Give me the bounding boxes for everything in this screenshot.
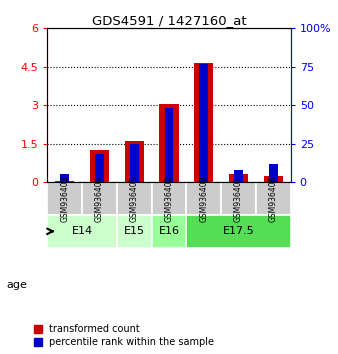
Text: GSM936401: GSM936401	[234, 175, 243, 222]
Bar	[186, 182, 221, 215]
Text: GSM936400: GSM936400	[199, 175, 208, 222]
Bar	[160, 104, 178, 182]
Bar	[152, 182, 186, 215]
Bar	[47, 215, 117, 248]
Bar	[55, 181, 74, 182]
Bar	[125, 141, 144, 182]
Text: age: age	[7, 280, 28, 290]
Bar	[229, 174, 248, 182]
Text: E14: E14	[72, 226, 93, 236]
Bar	[130, 144, 139, 182]
Bar	[186, 215, 291, 248]
Text: E15: E15	[124, 226, 145, 236]
Text: GSM936402: GSM936402	[165, 175, 173, 222]
Bar	[90, 150, 109, 182]
Bar	[234, 170, 243, 182]
Bar	[117, 215, 152, 248]
Bar	[117, 182, 152, 215]
Bar	[165, 108, 173, 182]
Bar	[221, 182, 256, 215]
Bar	[194, 63, 213, 182]
Title: GDS4591 / 1427160_at: GDS4591 / 1427160_at	[92, 14, 246, 27]
Text: GSM936404: GSM936404	[95, 175, 104, 222]
Bar	[152, 215, 186, 248]
Text: GSM936406: GSM936406	[269, 175, 278, 222]
Bar	[264, 176, 283, 182]
Bar	[256, 182, 291, 215]
Bar	[47, 182, 82, 215]
Text: GSM936403: GSM936403	[60, 175, 69, 222]
Legend: transformed count, percentile rank within the sample: transformed count, percentile rank withi…	[32, 322, 216, 349]
Text: E16: E16	[159, 226, 179, 236]
Bar	[61, 174, 69, 182]
Bar	[199, 64, 208, 182]
Bar	[82, 182, 117, 215]
Text: E17.5: E17.5	[223, 226, 255, 236]
Bar	[269, 164, 277, 182]
Bar	[95, 154, 104, 182]
Text: GSM936405: GSM936405	[130, 175, 139, 222]
